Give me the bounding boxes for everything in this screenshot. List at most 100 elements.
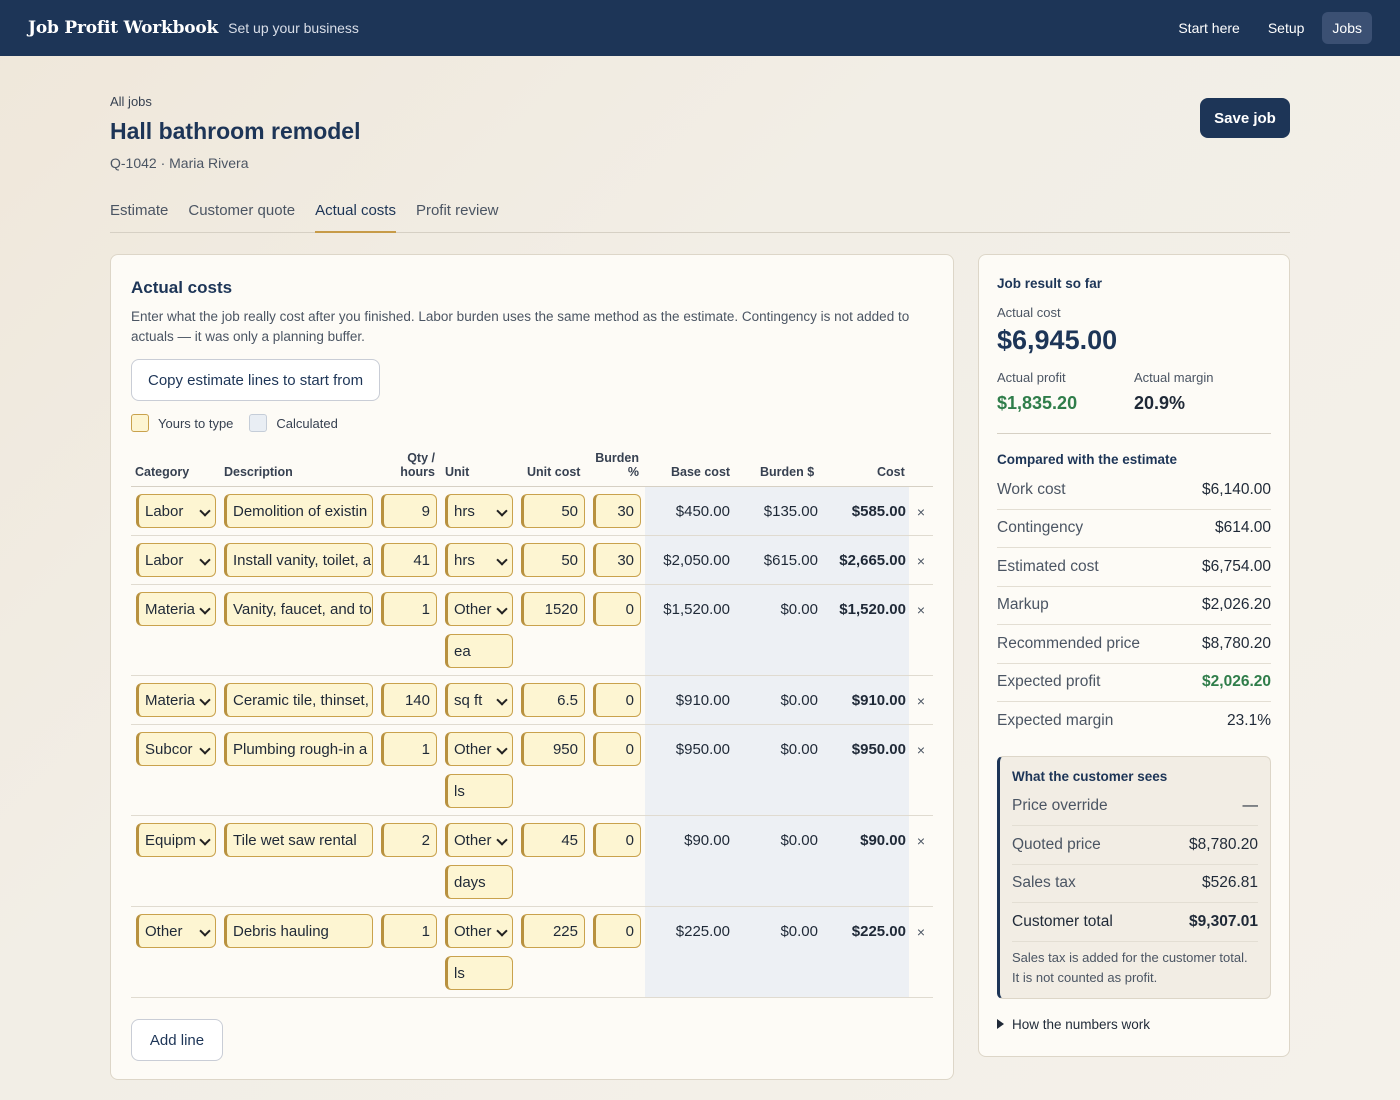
customer-rows: Price override — Quoted price $8,780.20 Sale… <box>1012 788 1258 942</box>
table-header: Category Description Qty / hours Unit Un… <box>131 445 933 487</box>
breadcrumb-all-jobs[interactable]: All jobs <box>110 94 152 109</box>
copy-estimate-lines-button[interactable]: Copy estimate lines to start from <box>131 359 381 401</box>
remove-line-icon[interactable]: × <box>916 833 925 849</box>
burden-pct-input[interactable]: 0 <box>593 732 641 766</box>
compare-row: Markup $2,026.20 <box>997 587 1271 625</box>
burden-pct-input[interactable]: 0 <box>593 823 641 857</box>
col-unit: Unit <box>445 465 470 479</box>
description-input[interactable]: Ceramic tile, thinset, <box>224 683 373 717</box>
unit-cost-input[interactable]: 950 <box>521 732 585 766</box>
compare-value: $8,780.20 <box>1202 634 1271 652</box>
compare-label: Recommended price <box>997 634 1141 652</box>
section-description: Enter what the job really cost after you… <box>131 309 910 344</box>
remove-line-icon[interactable]: × <box>916 693 925 709</box>
unit-select[interactable]: hrs <box>445 494 513 528</box>
tab-estimate[interactable]: Estimate <box>110 202 169 219</box>
tab-actual-costs[interactable]: Actual costs <box>315 200 396 233</box>
calculated-swatch <box>249 414 268 432</box>
line-cost-value: $225.00 <box>851 923 906 940</box>
burden-amount-value: $0.00 <box>780 692 818 709</box>
unit-select[interactable]: hrs <box>445 543 513 577</box>
tab-profit-review[interactable]: Profit review <box>415 202 499 219</box>
category-select[interactable]: Other <box>136 914 216 948</box>
unit-cost-input[interactable]: 45 <box>521 823 585 857</box>
qty-input[interactable]: 1 <box>381 732 437 766</box>
category-select[interactable]: Labor <box>136 494 216 528</box>
category-select[interactable]: Labor <box>136 543 216 577</box>
base-cost-value: $90.00 <box>684 832 730 849</box>
compare-row: Expected margin 23.1% <box>997 702 1271 741</box>
add-line-button[interactable]: Add line <box>131 1019 223 1061</box>
unit-cost-input[interactable]: 6.5 <box>521 683 585 717</box>
compare-row: Recommended price $8,780.20 <box>997 625 1271 664</box>
tab-customer-quote[interactable]: Customer quote <box>188 202 296 219</box>
unit-select[interactable]: Other <box>445 914 513 948</box>
remove-line-icon[interactable]: × <box>916 602 925 618</box>
save-job-button[interactable]: Save job <box>1200 98 1290 138</box>
description-input[interactable]: Plumbing rough-in a <box>224 732 373 766</box>
qty-input[interactable]: 41 <box>381 543 437 577</box>
table-row: Equipm Tile wet saw rental 2 Other days 45 0 $9… <box>131 816 933 907</box>
nav-start-here[interactable]: Start here <box>1178 20 1240 36</box>
category-select[interactable]: Materia <box>136 683 216 717</box>
burden-pct-input[interactable]: 0 <box>593 914 641 948</box>
base-cost-value: $950.00 <box>675 741 730 758</box>
actual-profit-value: $1,835.20 <box>997 393 1078 413</box>
nav-setup[interactable]: Setup <box>1267 20 1305 36</box>
category-select[interactable]: Materia <box>136 592 216 626</box>
customer-label: Price override <box>1012 797 1108 815</box>
qty-input[interactable]: 2 <box>381 823 437 857</box>
custom-unit-input[interactable]: ls <box>445 956 513 990</box>
qty-input[interactable]: 1 <box>381 914 437 948</box>
customer-row: Price override — <box>1012 788 1258 826</box>
unit-cost-input[interactable]: 1520 <box>521 592 585 626</box>
custom-unit-input[interactable]: days <box>445 865 513 899</box>
compare-value: $2,026.20 <box>1202 673 1271 691</box>
burden-pct-input[interactable]: 0 <box>593 683 641 717</box>
unit-select[interactable]: Other <box>445 592 513 626</box>
result-heading: Job result so far <box>997 276 1103 291</box>
qty-input[interactable]: 9 <box>381 494 437 528</box>
col-burden-amount: Burden $ <box>760 465 815 479</box>
description-input[interactable]: Install vanity, toilet, a <box>224 543 373 577</box>
unit-select[interactable]: Other <box>445 823 513 857</box>
remove-line-icon[interactable]: × <box>916 742 925 758</box>
burden-pct-input[interactable]: 30 <box>593 543 641 577</box>
custom-unit-input[interactable]: ea <box>445 634 513 668</box>
unit-select[interactable]: sq ft <box>445 683 513 717</box>
compare-row: Work cost $6,140.00 <box>997 471 1271 510</box>
description-input[interactable]: Vanity, faucet, and to <box>224 592 373 626</box>
burden-pct-input[interactable]: 30 <box>593 494 641 528</box>
burden-pct-input[interactable]: 0 <box>593 592 641 626</box>
customer-label: Quoted price <box>1012 835 1101 853</box>
how-numbers-work-toggle[interactable]: How the numbers work <box>997 1017 1271 1032</box>
description-input[interactable]: Debris hauling <box>224 914 373 948</box>
top-nav-links: Start here Setup Jobs <box>1168 12 1372 44</box>
description-input[interactable]: Tile wet saw rental <box>224 823 373 857</box>
description-input[interactable]: Demolition of existin <box>224 494 373 528</box>
customer-value: $526.81 <box>1201 874 1258 892</box>
compare-label: Expected margin <box>997 712 1114 730</box>
remove-line-icon[interactable]: × <box>916 553 925 569</box>
compare-label: Markup <box>997 596 1049 614</box>
custom-unit-input[interactable]: ls <box>445 774 513 808</box>
brand-logo[interactable]: Job Profit Workbook <box>28 18 219 38</box>
base-cost-value: $1,520.00 <box>663 601 730 618</box>
unit-cost-input[interactable]: 225 <box>521 914 585 948</box>
remove-line-icon[interactable]: × <box>916 504 925 520</box>
category-select[interactable]: Subcor <box>136 732 216 766</box>
unit-select[interactable]: Other <box>445 732 513 766</box>
nav-jobs[interactable]: Jobs <box>1322 12 1372 44</box>
compare-value: $2,026.20 <box>1202 596 1271 614</box>
customer-label: Customer total <box>1012 912 1113 930</box>
category-select[interactable]: Equipm <box>136 823 216 857</box>
unit-cost-input[interactable]: 50 <box>521 494 585 528</box>
remove-line-icon[interactable]: × <box>916 924 925 940</box>
base-cost-value: $450.00 <box>675 503 730 520</box>
profit-margin-pair: Actual profit $1,835.20 Actual margin 20… <box>997 370 1271 414</box>
qty-input[interactable]: 140 <box>381 683 437 717</box>
customer-value: $8,780.20 <box>1189 835 1258 853</box>
unit-cost-input[interactable]: 50 <box>521 543 585 577</box>
actual-costs-table: Category Description Qty / hours Unit Un… <box>131 445 933 998</box>
qty-input[interactable]: 1 <box>381 592 437 626</box>
